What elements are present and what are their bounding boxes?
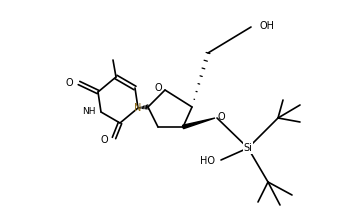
Text: Si: Si (244, 143, 252, 153)
Polygon shape (183, 118, 215, 129)
Text: NH: NH (82, 108, 96, 116)
Text: O: O (100, 135, 108, 145)
Text: O: O (154, 83, 162, 93)
Text: OH: OH (259, 21, 274, 31)
Text: O: O (217, 112, 225, 122)
Text: N: N (134, 103, 142, 113)
Text: HO: HO (200, 156, 215, 166)
Text: O: O (65, 78, 73, 88)
